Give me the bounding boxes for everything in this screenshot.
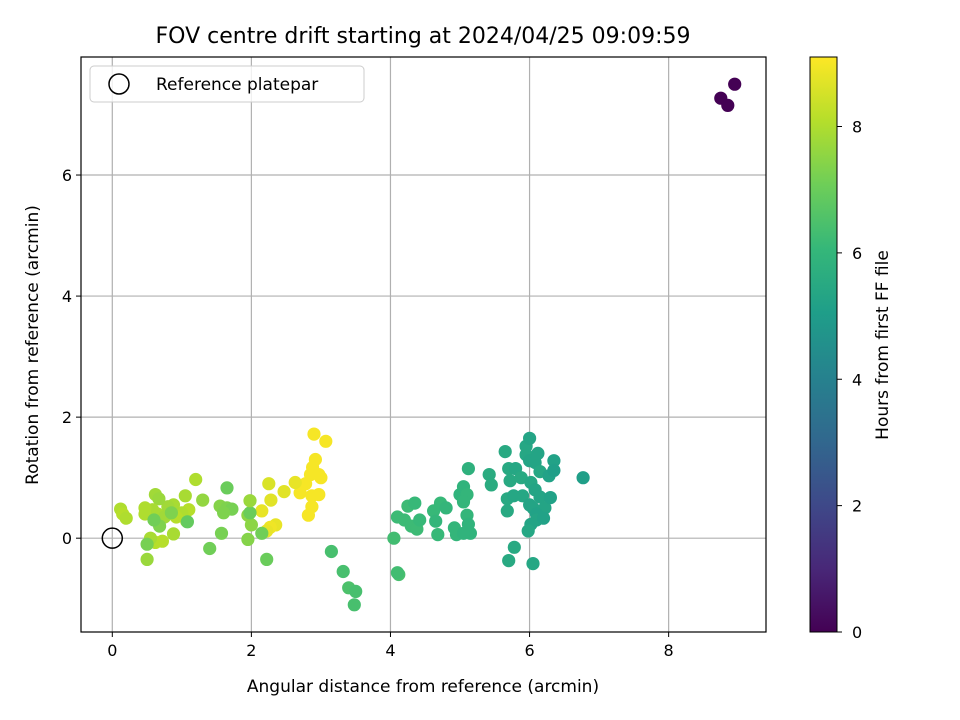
scatter-point [503, 474, 517, 488]
scatter-point [456, 526, 471, 540]
colorbar-label: Hours from first FF file [873, 250, 893, 440]
x-tick-label: 6 [524, 641, 534, 660]
scatter-point [178, 489, 192, 503]
plot-frame [80, 56, 767, 633]
y-tick-label: 2 [62, 408, 72, 427]
scatter-point [526, 557, 540, 571]
colorbar-tick-label: 6 [852, 244, 862, 263]
scatter-point [431, 528, 445, 542]
scatter-point [413, 513, 427, 527]
scatter-point [217, 506, 231, 520]
scatter-point [516, 489, 530, 503]
scatter-point [214, 526, 229, 540]
scatter-point [387, 531, 401, 545]
y-axis-label: Rotation from reference (arcmin) [23, 205, 43, 485]
x-tick-label: 2 [246, 641, 256, 660]
scatter-point [390, 566, 404, 580]
legend-box [89, 65, 365, 103]
scatter-point [500, 504, 514, 518]
scatter-point [140, 537, 154, 551]
scatter-point [307, 427, 321, 441]
y-tick-label: 0 [62, 529, 72, 548]
colorbar-tick-label: 0 [852, 623, 862, 642]
scatter-point [543, 491, 558, 505]
colorbar-gradient [809, 56, 838, 633]
scatter-point [349, 584, 363, 599]
scatter-point [347, 598, 361, 612]
scatter-point [484, 478, 498, 492]
x-tick-label: 0 [107, 641, 117, 660]
scatter-point [456, 495, 471, 509]
scatter-points [101, 77, 742, 612]
scatter-point [319, 434, 333, 448]
scatter-point [164, 506, 178, 520]
scatter-point [243, 506, 257, 520]
scatter-point [293, 486, 307, 500]
reference-platepar-marker [101, 527, 124, 549]
scatter-point [533, 490, 547, 504]
scatter-point [277, 485, 291, 499]
scatter-point [264, 493, 278, 507]
axes: 0 2 4 6 8 0 2 4 6 [62, 56, 767, 660]
scatter-point [262, 477, 276, 491]
scatter-point [189, 472, 203, 487]
scatter-point [243, 494, 257, 508]
scatter-point [241, 532, 255, 547]
scatter-point [203, 541, 217, 556]
scatter-point [301, 508, 315, 522]
scatter-point [728, 77, 742, 91]
scatter-point [521, 524, 535, 538]
colorbar: 0 2 4 6 8 [809, 56, 862, 642]
colorbar-tick-label: 4 [852, 370, 862, 389]
colorbar-tick-label: 8 [852, 118, 862, 137]
scatter-point [255, 504, 269, 518]
legend: Reference platepar [89, 65, 365, 103]
scatter-point [547, 454, 561, 468]
chart-title: FOV centre drift starting at 2024/04/25 … [156, 24, 691, 49]
scatter-point [408, 496, 422, 510]
scatter-point [547, 463, 561, 477]
scatter-point [336, 564, 350, 579]
x-axis-label: Angular distance from reference (arcmin) [247, 677, 599, 697]
scatter-point [461, 462, 475, 476]
scatter-point [502, 554, 516, 568]
scatter-point [439, 501, 453, 515]
scatter-point [260, 552, 274, 567]
y-tick-label: 4 [62, 287, 72, 306]
scatter-point [119, 511, 133, 525]
x-tick-label: 8 [664, 641, 674, 660]
scatter-point [721, 98, 735, 112]
y-tick-label: 6 [62, 166, 72, 185]
scatter-point [255, 526, 269, 540]
scatter-point [180, 515, 194, 529]
scatter-point [140, 552, 154, 567]
scatter-point [288, 475, 302, 490]
scatter-point [147, 513, 161, 527]
scatter-point [312, 488, 326, 502]
scatter-point [507, 540, 521, 554]
scatter-point [482, 468, 496, 482]
colorbar-tick-label: 2 [852, 497, 862, 516]
scatter-point [498, 445, 512, 459]
scatter-point [324, 544, 338, 559]
legend-marker-open-circle [108, 73, 130, 95]
scatter-point [196, 493, 210, 507]
scatter-point [220, 481, 234, 495]
scatter-point [429, 514, 443, 528]
scatter-point [576, 471, 590, 485]
scatter-point [536, 511, 551, 525]
scatter-point [166, 527, 181, 541]
scatter-point [244, 518, 258, 532]
scatter-point [314, 471, 328, 485]
scatter-point [531, 446, 545, 460]
x-tick-label: 4 [385, 641, 395, 660]
grid [81, 57, 766, 632]
legend-entry-reference-platepar: Reference platepar [156, 75, 318, 95]
scatter-point [523, 431, 537, 445]
scatter-point [152, 492, 166, 506]
